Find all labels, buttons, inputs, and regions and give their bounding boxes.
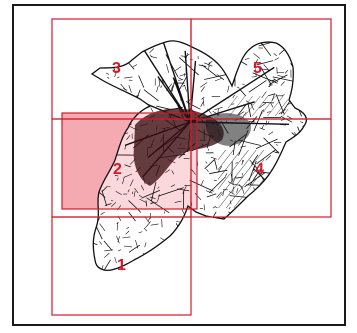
zone-label-5: 5 bbox=[253, 60, 262, 77]
zone-label-2: 2 bbox=[113, 161, 122, 178]
zone-label-1: 1 bbox=[117, 257, 126, 274]
zone-label-4: 4 bbox=[255, 161, 264, 178]
zone-2-highlight-outline bbox=[61, 112, 198, 210]
zone-label-3: 3 bbox=[112, 60, 121, 77]
zone-1-rect[interactable] bbox=[51, 216, 192, 316]
zone-4-rect[interactable] bbox=[190, 118, 332, 218]
